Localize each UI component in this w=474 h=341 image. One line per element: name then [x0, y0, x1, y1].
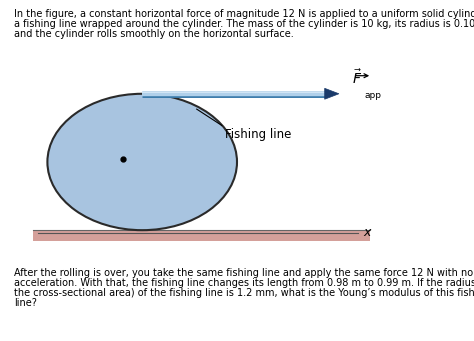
Text: Fishing line: Fishing line	[225, 128, 292, 141]
Text: acceleration. With that, the fishing line changes its length from 0.98 m to 0.99: acceleration. With that, the fishing lin…	[14, 278, 474, 288]
Text: $x$: $x$	[363, 226, 373, 239]
Circle shape	[47, 94, 237, 230]
Text: $\vec{F}$: $\vec{F}$	[352, 68, 362, 87]
Text: After the rolling is over, you take the same fishing line and apply the same for: After the rolling is over, you take the …	[14, 268, 474, 278]
Text: the cross-sectional area) of the fishing line is 1.2 mm, what is the Young’s mod: the cross-sectional area) of the fishing…	[14, 288, 474, 298]
Polygon shape	[325, 88, 339, 99]
Text: a fishing line wrapped around the cylinder. The mass of the cylinder is 10 kg, i: a fishing line wrapped around the cylind…	[14, 19, 474, 29]
Text: app: app	[364, 91, 381, 100]
Text: In the figure, a constant horizontal force of magnitude 12 N is applied to a uni: In the figure, a constant horizontal for…	[14, 9, 474, 18]
Text: line?: line?	[14, 298, 37, 308]
Bar	[33, 230, 370, 241]
Text: and the cylinder rolls smoothly on the horizontal surface.: and the cylinder rolls smoothly on the h…	[14, 29, 294, 39]
